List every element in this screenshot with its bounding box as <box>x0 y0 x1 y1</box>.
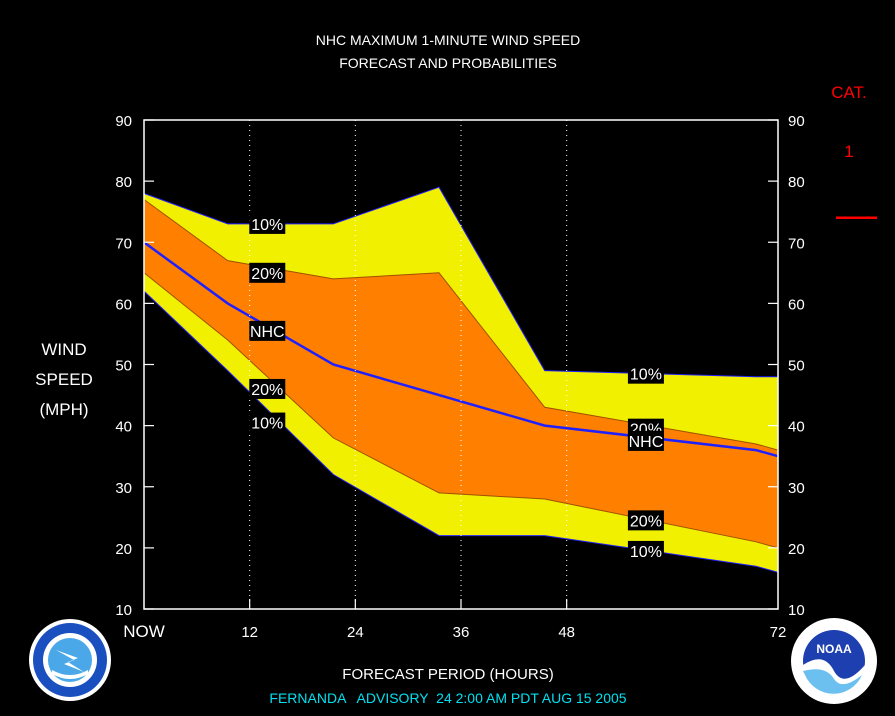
y-tick-label-right: 90 <box>788 113 805 130</box>
x-axis-label: FORECAST PERIOD (HOURS) <box>342 666 553 683</box>
y-tick-label-right: 30 <box>788 480 805 497</box>
y-tick-label-right: 50 <box>788 358 805 375</box>
series-label: 10% <box>251 416 283 433</box>
series-label: 20% <box>630 513 662 530</box>
y-tick-label-right: 10 <box>788 602 805 619</box>
y-axis-label-line1: WIND <box>41 340 86 359</box>
x-tick-label: 72 <box>770 624 787 641</box>
x-tick-label: 12 <box>241 624 258 641</box>
y-tick-label-left: 40 <box>115 419 132 436</box>
y-tick-label-right: 40 <box>788 419 805 436</box>
y-tick-label-left: 30 <box>115 480 132 497</box>
y-tick-label-right: 70 <box>788 235 805 252</box>
series-label-box <box>627 430 664 451</box>
series-label: NHC <box>250 324 285 341</box>
x-tick-label: NOW <box>123 622 165 641</box>
y-tick-label-right: 20 <box>788 541 805 558</box>
series-label-box <box>249 320 286 341</box>
y-tick-label-left: 50 <box>115 358 132 375</box>
cloud-icon <box>52 670 88 679</box>
series-label: NHC <box>629 434 664 451</box>
chart-subtitle: FORECAST AND PROBABILITIES <box>339 55 557 71</box>
nws-logo-sky <box>48 638 92 682</box>
series-label-box <box>627 540 664 561</box>
series-label: 10% <box>630 544 662 561</box>
y-axis-label-line2: SPEED <box>35 370 93 389</box>
chart-title: NHC MAXIMUM 1-MINUTE WIND SPEED <box>316 32 580 48</box>
x-tick-label: 48 <box>558 624 575 641</box>
series-label: 10% <box>630 367 662 384</box>
series-label-box <box>627 510 664 531</box>
series-label: 20% <box>251 266 283 283</box>
category-value: 1 <box>844 142 853 161</box>
noaa-wave-icon <box>803 669 862 694</box>
y-tick-label-left: 70 <box>115 235 132 252</box>
series-label: 10% <box>251 217 283 234</box>
series-label: 20% <box>251 382 283 399</box>
y-tick-label-left: 20 <box>115 541 132 558</box>
series-label-box <box>249 412 286 433</box>
plot-area: 10 10 20 20 30 30 40 40 50 50 60 60 70 70 80 80 90 90 NOW 1… <box>115 113 877 641</box>
y-tick-label-right: 80 <box>788 174 805 191</box>
noaa-logo: NOAA <box>791 618 877 704</box>
series-label-box <box>249 262 286 283</box>
y-tick-label-left: 60 <box>115 296 132 313</box>
y-tick-label-left: 90 <box>115 113 132 130</box>
x-tick-label: 36 <box>453 624 470 641</box>
series-label-box <box>249 378 286 399</box>
y-tick-label-left: 80 <box>115 174 132 191</box>
noaa-logo-text: NOAA <box>816 642 852 656</box>
y-tick-label-left: 10 <box>115 602 132 619</box>
nws-logo <box>29 619 111 701</box>
advisory-footer: FERNANDA ADVISORY 24 2:00 AM PDT AUG 15 … <box>269 690 626 706</box>
y-axis-label-line3: (MPH) <box>39 400 88 419</box>
series-label-box <box>249 213 286 234</box>
nhc-forecast-line <box>143 241 779 458</box>
category-heading: CAT. <box>831 83 867 102</box>
series-label-box <box>627 363 664 384</box>
x-tick-label: 24 <box>347 624 364 641</box>
y-tick-label-right: 60 <box>788 296 805 313</box>
